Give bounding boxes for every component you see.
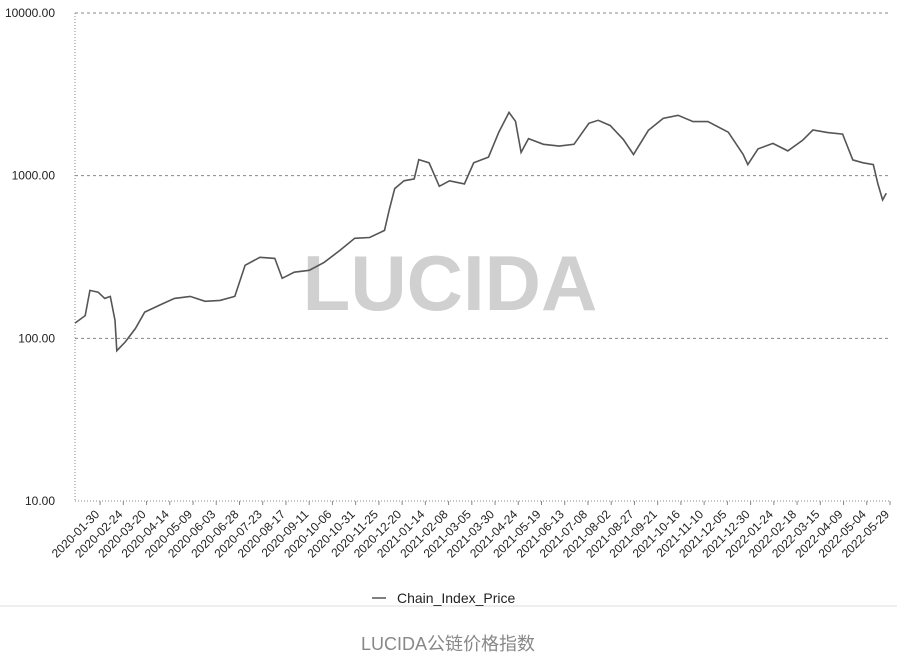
footer: LUCIDA公链价格指数 xyxy=(361,634,535,654)
watermark: LUCIDA xyxy=(303,239,598,327)
y-tick-label: 100.00 xyxy=(18,331,55,345)
legend-label: Chain_Index_Price xyxy=(397,590,516,606)
y-tick-label: 10000.00 xyxy=(5,6,55,20)
y-tick-label: 1000.00 xyxy=(12,169,56,183)
price-line xyxy=(74,110,888,353)
y-tick-label: 10.00 xyxy=(25,494,55,508)
